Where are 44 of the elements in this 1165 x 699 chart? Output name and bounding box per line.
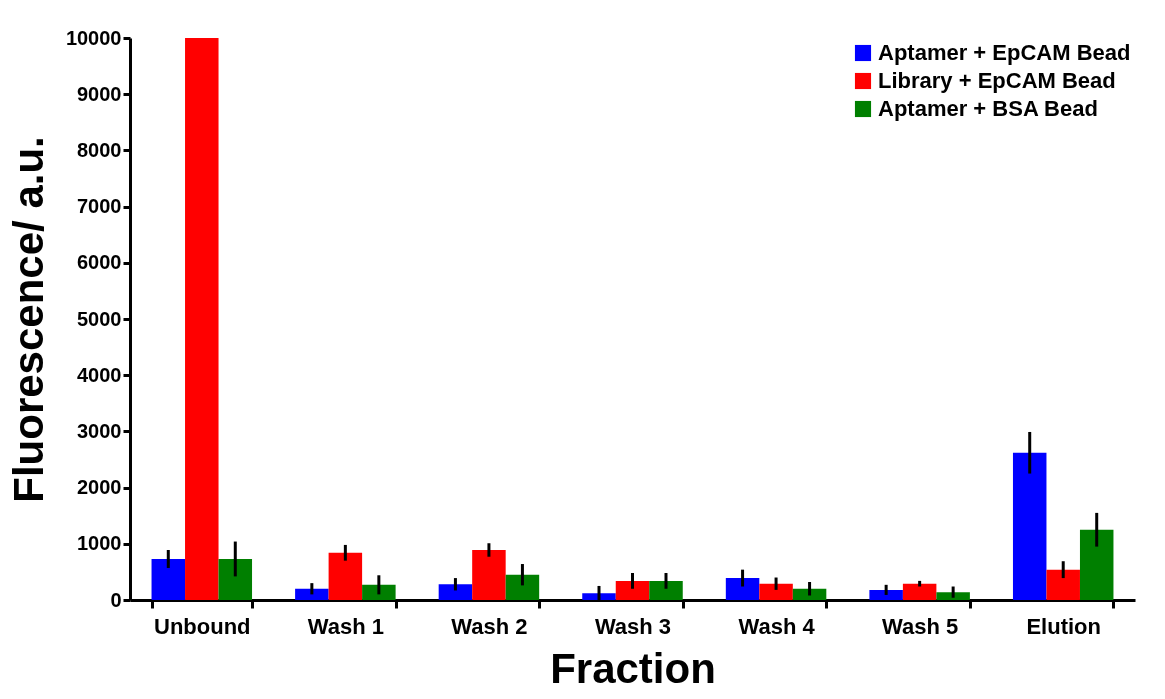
y-tick-label: 8000 bbox=[77, 138, 122, 161]
y-tick-label: 0 bbox=[110, 588, 122, 611]
bar bbox=[505, 574, 540, 600]
bar bbox=[902, 583, 937, 600]
legend-label: Aptamer + BSA Bead bbox=[878, 96, 1098, 121]
y-axis-title: Fluorescence/ a.u. bbox=[4, 136, 52, 503]
x-tick-label: Wash 2 bbox=[451, 613, 528, 639]
bar bbox=[759, 583, 793, 600]
bar bbox=[295, 588, 329, 600]
x-tick-label: Wash 1 bbox=[307, 613, 384, 639]
bar bbox=[1079, 529, 1114, 600]
y-tick-label: 10000 bbox=[65, 26, 122, 49]
legend-label: Aptamer + EpCAM Bead bbox=[878, 40, 1131, 65]
bar bbox=[362, 584, 396, 600]
bar bbox=[869, 589, 903, 600]
bar bbox=[185, 38, 219, 600]
bar bbox=[472, 549, 506, 600]
y-tick-label: 9000 bbox=[77, 82, 122, 105]
x-tick-label: Wash 4 bbox=[738, 613, 816, 639]
bar bbox=[218, 558, 253, 600]
x-tick-label: Wash 3 bbox=[594, 613, 672, 639]
x-tick-label: Unbound bbox=[154, 613, 251, 639]
bar bbox=[615, 580, 650, 600]
y-tick-label: 2000 bbox=[77, 476, 122, 499]
bar bbox=[582, 593, 616, 600]
bar bbox=[151, 558, 186, 600]
bar bbox=[936, 592, 970, 600]
y-tick-label: 7000 bbox=[77, 195, 122, 218]
y-tick-label: 4000 bbox=[77, 363, 122, 386]
x-tick-label: Wash 5 bbox=[882, 613, 959, 639]
bar bbox=[1046, 569, 1080, 600]
bar bbox=[438, 584, 473, 600]
y-tick-label: 3000 bbox=[77, 419, 122, 442]
y-tick-label: 1000 bbox=[77, 532, 122, 555]
bar bbox=[792, 588, 827, 600]
y-tick-label: 6000 bbox=[77, 251, 122, 274]
x-tick-label: Elution bbox=[1026, 613, 1101, 639]
bar bbox=[328, 552, 363, 600]
bar bbox=[725, 578, 760, 600]
bar bbox=[649, 580, 683, 600]
legend-label: Library + EpCAM Bead bbox=[878, 68, 1116, 93]
x-axis-title: Fraction bbox=[550, 644, 716, 692]
y-tick-label: 5000 bbox=[77, 307, 122, 330]
bar bbox=[1012, 452, 1047, 600]
